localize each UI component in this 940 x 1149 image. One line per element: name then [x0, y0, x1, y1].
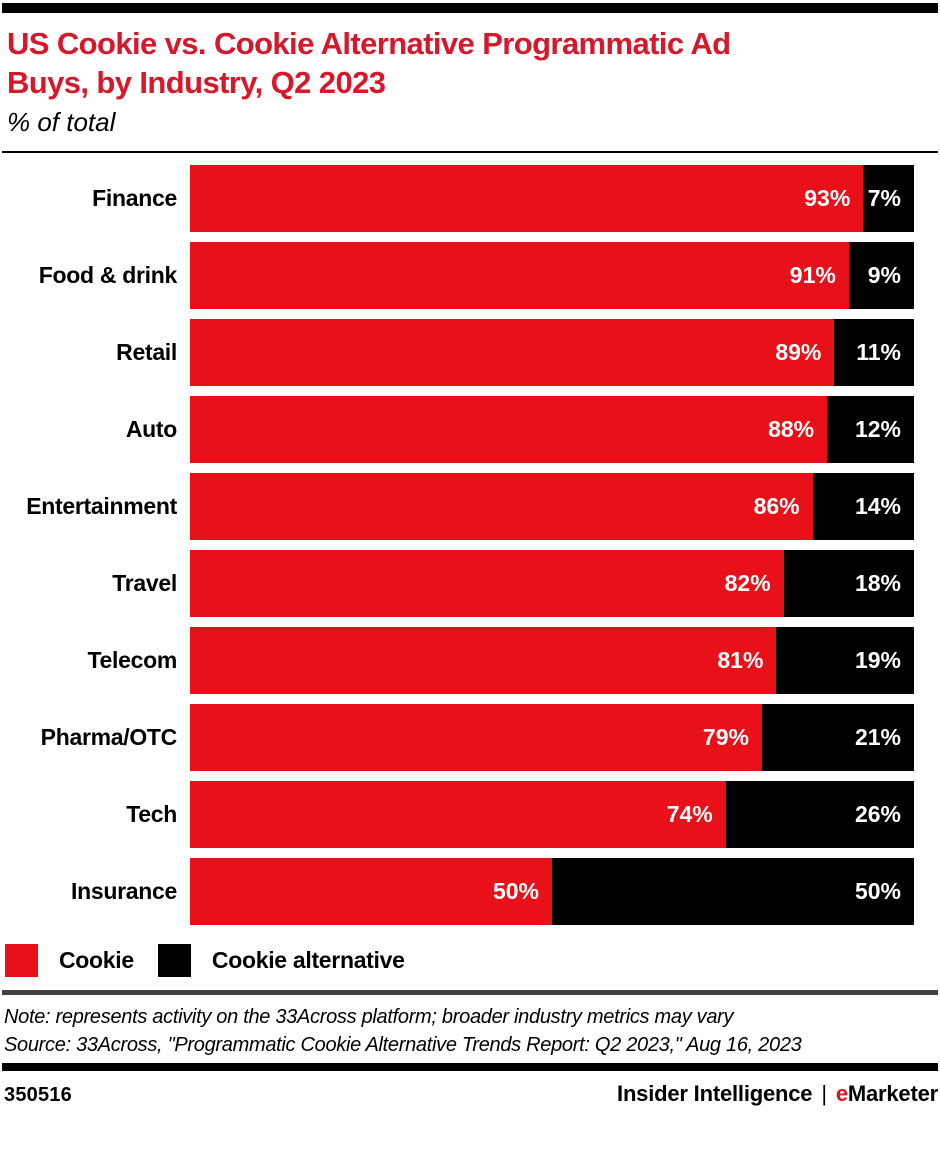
chart-note: Note: represents activity on the 33Acros… — [4, 1006, 734, 1028]
legend-label: Cookie alternative — [211, 946, 405, 973]
cookie-value-label: 86% — [753, 493, 800, 519]
brand-insider-intelligence: Insider Intelligence — [617, 1081, 813, 1106]
category-label: Insurance — [71, 878, 177, 904]
cookie-segment: 89% — [190, 319, 835, 386]
bar-row: Retail 89% 11% — [2, 319, 938, 386]
bar-track: 74% 26% — [190, 781, 914, 848]
cookie-alternative-segment: 19% — [776, 627, 914, 694]
notes-divider — [2, 990, 938, 995]
cookie-alternative-segment: 21% — [761, 704, 914, 771]
cookie-value-label: 74% — [666, 801, 713, 827]
bar-row: Entertainment 86% 14% — [2, 473, 938, 540]
cookie-value-label: 81% — [717, 647, 764, 673]
category-label: Retail — [116, 339, 177, 365]
cookie-alternative-value-label: 26% — [854, 801, 901, 827]
cookie-value-label: 79% — [702, 724, 749, 750]
chart-subtitle: % of total — [7, 107, 116, 137]
chart-source: Source: 33Across, "Programmatic Cookie A… — [4, 1034, 802, 1056]
category-label: Travel — [112, 570, 177, 596]
page-title: US Cookie vs. Cookie Alternative Program… — [7, 24, 938, 102]
bar-row: Insurance 50% 50% — [2, 858, 938, 925]
cookie-alternative-value-label: 7% — [867, 185, 901, 211]
cookie-value-label: 50% — [492, 878, 539, 904]
cookie-alternative-value-label: 50% — [854, 878, 901, 904]
bar-track: 50% 50% — [190, 858, 914, 925]
cookie-alternative-segment: 11% — [834, 319, 914, 386]
cookie-alternative-segment: 50% — [552, 858, 914, 925]
category-label: Food & drink — [38, 262, 178, 288]
cookie-alternative-segment: 7% — [863, 165, 914, 232]
cookie-alternative-value-label: 21% — [854, 724, 901, 750]
header-divider — [2, 151, 938, 153]
cookie-alternative-segment: 9% — [848, 242, 914, 309]
category-label: Entertainment — [26, 493, 177, 519]
category-label: Pharma/OTC — [40, 724, 178, 750]
brand-emarketer-rest: Marketer — [847, 1081, 938, 1106]
cookie-alternative-value-label: 11% — [856, 339, 901, 365]
bar-track: 82% 18% — [190, 550, 914, 617]
category-label: Auto — [125, 416, 177, 442]
cookie-segment: 74% — [190, 781, 726, 848]
cookie-alternative-segment: 26% — [725, 781, 914, 848]
cookie-value-label: 82% — [724, 570, 771, 596]
page-title-line: US Cookie vs. Cookie Alternative Program… — [7, 26, 731, 61]
cookie-segment: 93% — [190, 165, 864, 232]
cookie-value-label: 93% — [804, 185, 851, 211]
legend-item: Cookie alternative — [157, 943, 405, 977]
cookie-alternative-value-label: 14% — [854, 493, 901, 519]
brand-emarketer-e: e — [835, 1081, 848, 1106]
cookie-value-label: 91% — [789, 262, 836, 288]
bar-track: 81% 19% — [190, 627, 914, 694]
category-label: Tech — [126, 801, 177, 827]
legend-swatch — [5, 943, 38, 977]
chart-id: 350516 — [4, 1084, 72, 1106]
bar-row: Auto 88% 12% — [2, 396, 938, 463]
cookie-alternative-segment: 18% — [783, 550, 914, 617]
cookie-segment: 82% — [190, 550, 784, 617]
legend-item: Cookie — [5, 943, 134, 977]
cookie-alternative-value-label: 9% — [867, 262, 901, 288]
chart-header: US Cookie vs. Cookie Alternative Program… — [2, 24, 938, 138]
cookie-segment: 81% — [190, 627, 777, 694]
category-label: Finance — [92, 185, 177, 211]
cookie-segment: 86% — [190, 473, 813, 540]
bar-track: 91% 9% — [190, 242, 914, 309]
chart-footer: 350516 Insider Intelligence | eMarketer — [2, 1071, 938, 1107]
bar-track: 88% 12% — [190, 396, 914, 463]
cookie-alternative-value-label: 18% — [854, 570, 901, 596]
cookie-alternative-segment: 14% — [812, 473, 914, 540]
cookie-alternative-value-label: 19% — [854, 647, 901, 673]
chart-page: US Cookie vs. Cookie Alternative Program… — [0, 3, 940, 1107]
brand-lockup: Insider Intelligence | eMarketer — [617, 1081, 938, 1107]
top-accent-bar — [2, 3, 938, 13]
cookie-segment: 88% — [190, 396, 828, 463]
bar-row: Telecom 81% 19% — [2, 627, 938, 694]
bar-row: Pharma/OTC 79% 21% — [2, 704, 938, 771]
category-label: Telecom — [87, 647, 177, 673]
bar-track: 93% 7% — [190, 165, 914, 232]
footer-divider — [2, 1063, 938, 1071]
stacked-bar-chart: Finance 93% 7% Food & drink 91% 9% Retail 89% 11… — [2, 153, 938, 925]
cookie-value-label: 88% — [768, 416, 815, 442]
bar-row: Finance 93% 7% — [2, 165, 938, 232]
bar-row: Travel 82% 18% — [2, 550, 938, 617]
cookie-alternative-segment: 12% — [827, 396, 914, 463]
cookie-value-label: 89% — [775, 339, 822, 365]
legend-swatch — [157, 943, 191, 977]
bar-row: Food & drink 91% 9% — [2, 242, 938, 309]
chart-notes: Note: represents activity on the 33Acros… — [4, 1003, 804, 1059]
cookie-segment: 91% — [190, 242, 849, 309]
bar-track: 89% 11% — [190, 319, 914, 386]
cookie-alternative-value-label: 12% — [854, 416, 901, 442]
bar-track: 79% 21% — [190, 704, 914, 771]
cookie-segment: 50% — [190, 858, 552, 925]
page-title-line: Buys, by Industry, Q2 2023 — [7, 65, 386, 100]
brand-emarketer: eMarketer — [836, 1081, 938, 1106]
bar-track: 86% 14% — [190, 473, 914, 540]
chart-legend: Cookie Cookie alternative — [5, 943, 938, 977]
cookie-segment: 79% — [190, 704, 762, 771]
bar-row: Tech 74% 26% — [2, 781, 938, 848]
brand-separator: | — [821, 1081, 827, 1106]
legend-label: Cookie — [59, 946, 134, 973]
